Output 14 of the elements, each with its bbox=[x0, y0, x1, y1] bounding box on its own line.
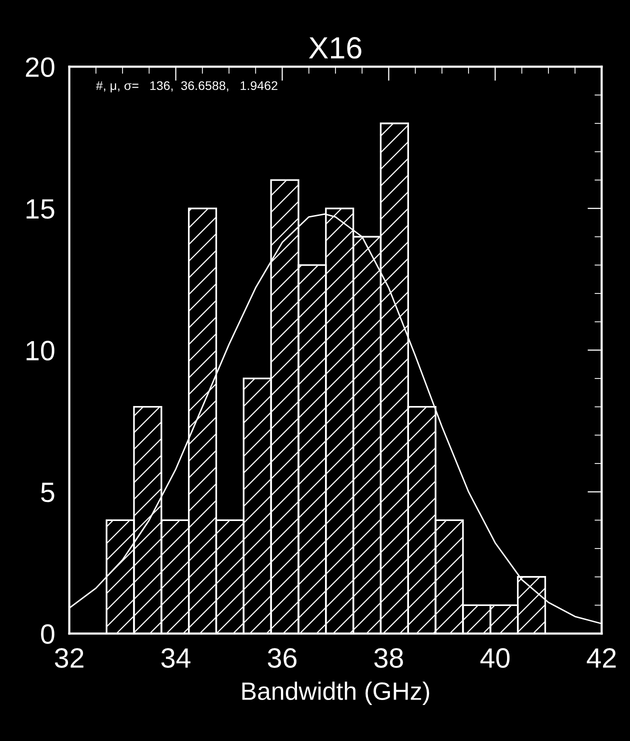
y-tick-label: 15 bbox=[26, 199, 54, 219]
x-axis-title: Bandwidth (GHz) bbox=[242, 682, 430, 705]
x-tick-label: 40 bbox=[480, 648, 510, 668]
y-tick-label: 10 bbox=[26, 340, 54, 360]
chart-title: X16 bbox=[308, 37, 362, 59]
y-tick-label: 20 bbox=[26, 57, 54, 78]
x-tick-label: 34 bbox=[161, 648, 190, 668]
x-tick-label: 36 bbox=[268, 648, 296, 668]
x-tick-label: 42 bbox=[586, 648, 616, 668]
annotation: #, μ, σ= 136, 36.6588, 1.9462 bbox=[96, 81, 278, 92]
x-tick-label: 32 bbox=[54, 648, 84, 668]
y-tick-label: 0 bbox=[41, 624, 54, 644]
y-tick-label: 5 bbox=[41, 482, 54, 502]
x-tick-label: 38 bbox=[374, 648, 403, 668]
